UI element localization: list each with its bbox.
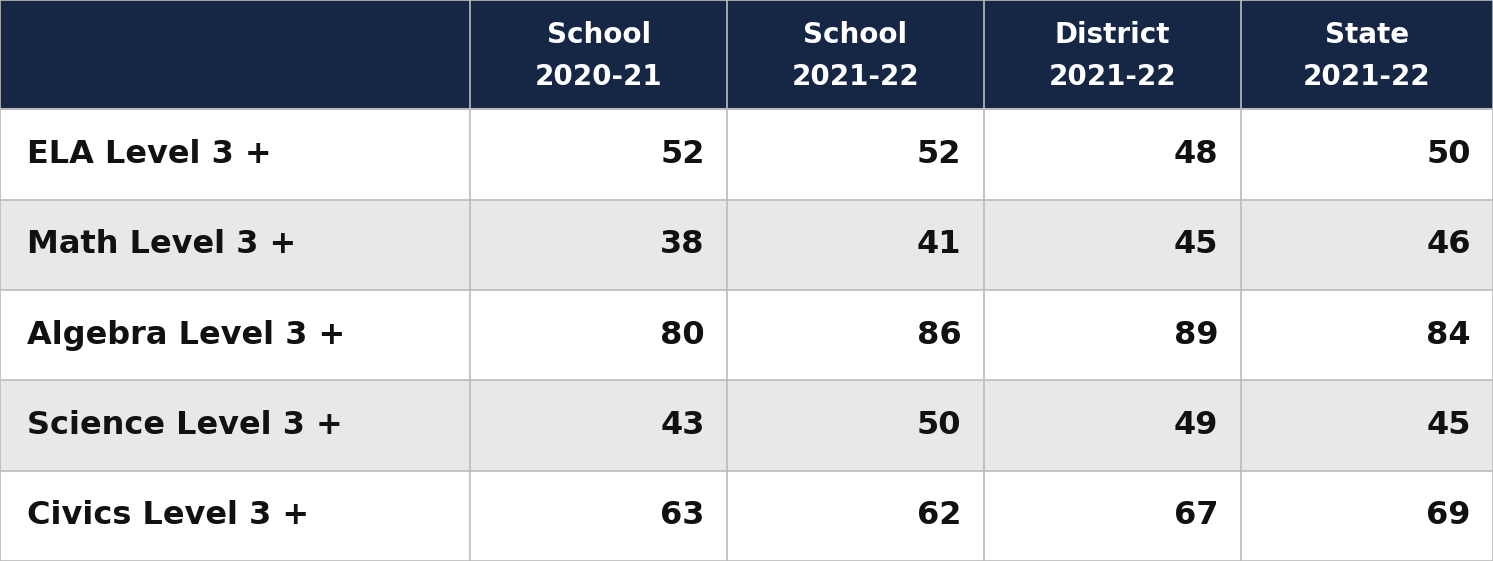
Text: 2020-21: 2020-21: [534, 63, 663, 90]
Bar: [984, 471, 1241, 561]
Text: ELA Level 3 +: ELA Level 3 +: [27, 139, 272, 170]
Bar: [0, 380, 470, 471]
Bar: [727, 471, 984, 561]
Bar: [470, 290, 727, 380]
Text: 80: 80: [660, 320, 705, 351]
Bar: [1241, 0, 1493, 109]
Bar: [984, 0, 1241, 109]
Bar: [470, 380, 727, 471]
Bar: [984, 200, 1241, 290]
Text: 89: 89: [1173, 320, 1218, 351]
Text: 43: 43: [660, 410, 705, 441]
Bar: [727, 0, 984, 109]
Text: 45: 45: [1173, 229, 1218, 260]
Text: School: School: [803, 21, 908, 49]
Text: 45: 45: [1426, 410, 1471, 441]
Bar: [1241, 471, 1493, 561]
Text: 52: 52: [917, 139, 961, 170]
Bar: [727, 380, 984, 471]
Text: District: District: [1054, 21, 1171, 49]
Bar: [727, 290, 984, 380]
Text: 62: 62: [917, 500, 961, 531]
Text: 49: 49: [1173, 410, 1218, 441]
Text: 84: 84: [1426, 320, 1471, 351]
Text: 48: 48: [1173, 139, 1218, 170]
Bar: [0, 0, 470, 109]
Text: Math Level 3 +: Math Level 3 +: [27, 229, 296, 260]
Bar: [470, 109, 727, 200]
Bar: [984, 290, 1241, 380]
Bar: [0, 471, 470, 561]
Bar: [0, 200, 470, 290]
Text: 46: 46: [1426, 229, 1471, 260]
Text: 67: 67: [1173, 500, 1218, 531]
Bar: [727, 109, 984, 200]
Bar: [470, 0, 727, 109]
Text: 63: 63: [660, 500, 705, 531]
Text: Civics Level 3 +: Civics Level 3 +: [27, 500, 309, 531]
Bar: [470, 471, 727, 561]
Bar: [1241, 380, 1493, 471]
Text: 2021-22: 2021-22: [1303, 63, 1430, 90]
Text: 50: 50: [917, 410, 961, 441]
Bar: [1241, 109, 1493, 200]
Text: School: School: [546, 21, 651, 49]
Bar: [1241, 200, 1493, 290]
Text: 52: 52: [660, 139, 705, 170]
Text: Algebra Level 3 +: Algebra Level 3 +: [27, 320, 345, 351]
Text: 69: 69: [1426, 500, 1471, 531]
Bar: [984, 380, 1241, 471]
Text: 2021-22: 2021-22: [1048, 63, 1176, 90]
Bar: [470, 200, 727, 290]
Bar: [727, 200, 984, 290]
Text: Science Level 3 +: Science Level 3 +: [27, 410, 342, 441]
Text: State: State: [1324, 21, 1409, 49]
Text: 2021-22: 2021-22: [791, 63, 920, 90]
Bar: [0, 109, 470, 200]
Text: 50: 50: [1426, 139, 1471, 170]
Bar: [0, 290, 470, 380]
Bar: [984, 109, 1241, 200]
Text: 41: 41: [917, 229, 961, 260]
Bar: [1241, 290, 1493, 380]
Text: 38: 38: [660, 229, 705, 260]
Text: 86: 86: [917, 320, 961, 351]
